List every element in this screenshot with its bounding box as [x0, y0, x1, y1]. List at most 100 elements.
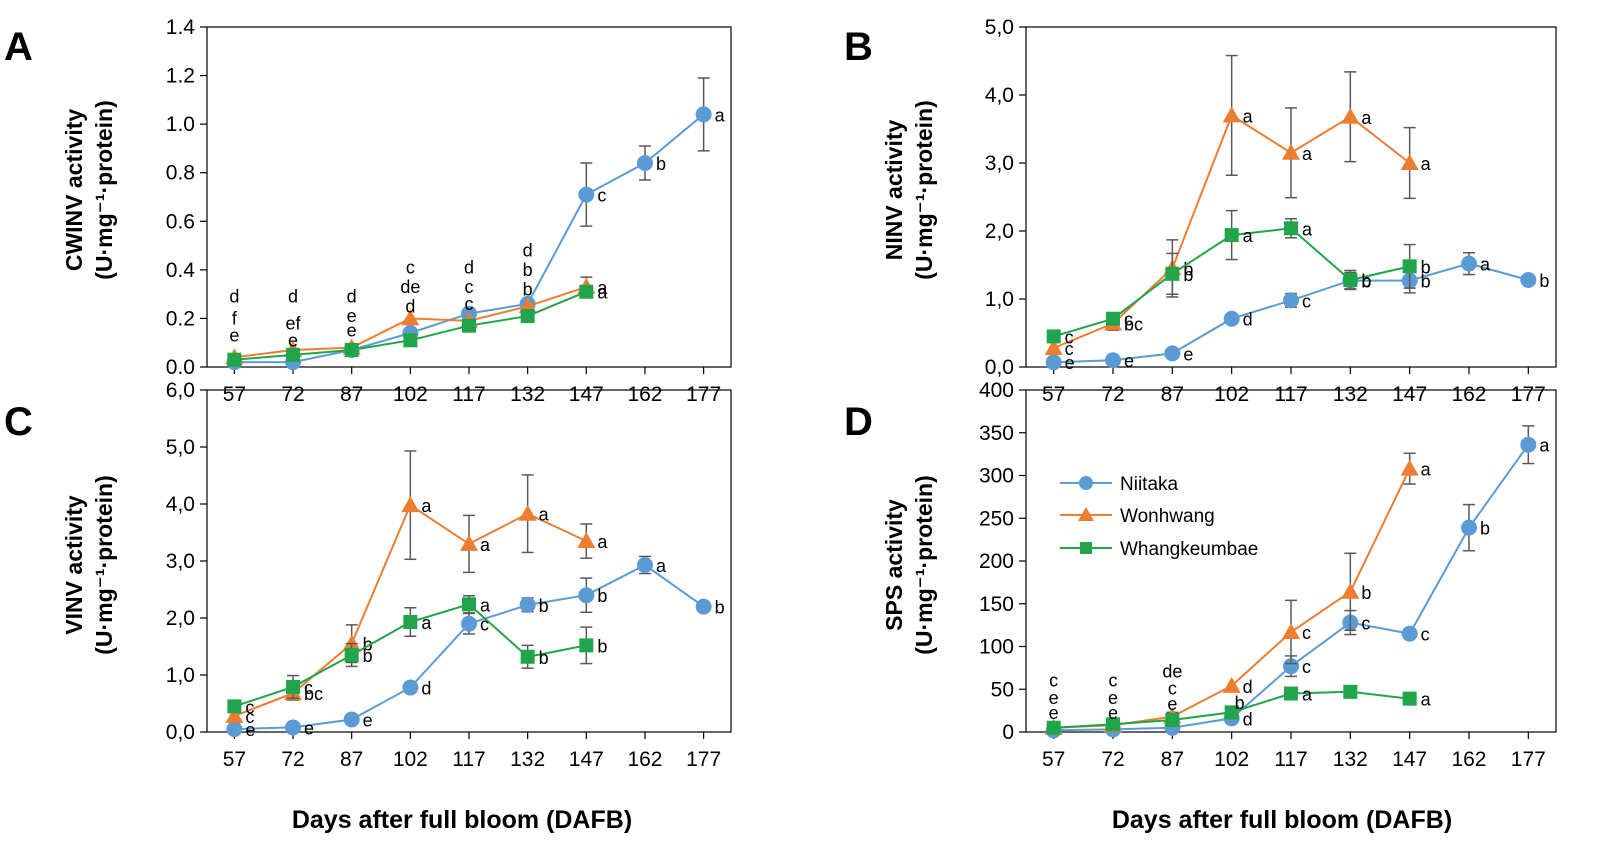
panel-a-annotation: de: [400, 277, 420, 297]
panel-c-y-tick-label: 5,0: [166, 436, 195, 459]
panel-b-point-whangkeumbae: [1343, 272, 1358, 287]
panel-c-data-label-whangkeumbae: b: [597, 636, 607, 656]
panel-d-point-whangkeumbae: [1402, 691, 1417, 706]
panel-c-point-whangkeumbae: [344, 648, 359, 663]
panel-d-y-tick-label: 150: [979, 593, 1014, 616]
panel-c-y-tick-label: 2,0: [166, 607, 195, 630]
panel-d-point-whangkeumbae: [1343, 684, 1358, 699]
panel-b-point-niitaka: [1283, 292, 1299, 309]
panel-c-x-tick-label: 177: [686, 748, 721, 771]
panel-b-x-tick-label: 102: [1214, 383, 1249, 406]
panel-c-y-tick-label: 1,0: [166, 664, 195, 687]
panel-b-data-label-niitaka: c: [1302, 291, 1311, 311]
x-axis-label-left: Days after full bloom (DAFB): [292, 806, 632, 834]
panel-c-point-wonhwang: [401, 496, 420, 513]
panel-a-x-tick-label: 87: [340, 383, 363, 406]
panel-a-y-tick-label: 0.6: [166, 210, 195, 233]
panel-d-plot: 0 50 100 150 200 250 300 350 400 57 72 87 102 117 132 1…: [979, 379, 1557, 771]
panel-a-data-label-niitaka: b: [656, 154, 666, 174]
panel-c-x-tick-label: 102: [393, 748, 428, 771]
panel-b-point-wonhwang: [1341, 107, 1360, 124]
panel-b-data-label-wonhwang: a: [1243, 106, 1254, 126]
panel-a-plot: 0.0 0.2 0.4 0.6 0.8 1.0 1.2 1.4 57 72 87 102 117 132 1…: [166, 16, 732, 406]
panel-b-data-label-whangkeumbae: a: [1302, 219, 1313, 239]
panel-c-x-tick-label: 147: [569, 748, 604, 771]
panel-a-point-whangkeumbae: [286, 347, 301, 362]
panel-c-plot: 0,0 1,0 2,0 3,0 4,0 5,0 6,0 57 72 87 102 117 132 147 1…: [166, 379, 732, 771]
panel-c-point-wonhwang: [518, 504, 537, 521]
panel-a-data-label-wonhwang: a: [597, 278, 608, 298]
panel-c-point-wonhwang: [225, 707, 244, 724]
panel-a-data-label-niitaka: c: [597, 186, 606, 206]
panel-d-data-label-niitaka: c: [1361, 614, 1370, 634]
panel-c-point-whangkeumbae: [403, 614, 418, 629]
panel-c-label: C: [4, 400, 33, 444]
panel-d-x-tick-label: 177: [1511, 748, 1546, 771]
panel-a-annotation: ef: [286, 313, 302, 333]
panel-a-annotation: d: [229, 287, 239, 307]
panel-b-data-label-whangkeumbae: b: [1361, 271, 1371, 291]
panel-b-x-tick-label: 57: [1042, 383, 1065, 406]
panel-a-ylabel-units: (U·mg⁻¹·protein): [91, 100, 117, 280]
panel-b-data-label-whangkeumbae: a: [1243, 226, 1254, 246]
panel-d-point-wonhwang: [1400, 459, 1419, 476]
panel-a-point-whangkeumbae: [579, 284, 594, 299]
panel-a: A CWINV activity (U·mg⁻¹·protein) 0.0 0.2…: [4, 16, 732, 406]
panel-d-x-tick-label: 117: [1274, 748, 1307, 771]
panel-b-y-tick-label: 1,0: [985, 288, 1014, 311]
panel-b-point-whangkeumbae: [1284, 221, 1298, 236]
panel-a-x-tick-label: 57: [223, 383, 246, 406]
panel-d-point-wonhwang: [1222, 676, 1241, 693]
panel-c-data-label-whangkeumbae: b: [539, 648, 549, 668]
panel-d-data-label-wonhwang: d: [1243, 677, 1253, 697]
panel-c-point-wonhwang: [577, 532, 596, 549]
panel-d-x-tick-label: 72: [1101, 748, 1124, 771]
panel-c-x-tick-label: 162: [627, 748, 662, 771]
panel-b-point-wonhwang: [1222, 106, 1241, 123]
panel-b-data-label-whangkeumbae: c: [1065, 327, 1074, 347]
panel-b-y-tick-label: 2,0: [985, 220, 1014, 243]
legend-label-whangkeumbae: Whangkeumbae: [1120, 539, 1258, 560]
panel-d-annotation: c: [1109, 671, 1118, 691]
panel-a-annotation: c: [465, 277, 474, 297]
panel-d-y-tick-label: 300: [979, 465, 1014, 488]
panel-d-annotation: e: [1049, 703, 1059, 723]
legend-marker-niitaka: [1079, 476, 1093, 490]
panel-b-data-label-wonhwang: a: [1302, 144, 1313, 164]
panel-d: D SPS activity (U·mg⁻¹·protein) 0 50 100 15…: [844, 379, 1557, 771]
panel-c-point-niitaka: [285, 719, 302, 736]
panel-b-x-tick-label: 72: [1101, 383, 1124, 406]
panel-d-point-whangkeumbae: [1106, 717, 1121, 732]
panel-d-ylabel-units: (U·mg⁻¹·protein): [911, 475, 937, 655]
panel-c-point-niitaka: [695, 598, 712, 615]
panel-b-x-tick-label: 162: [1451, 383, 1486, 406]
panel-c-y-tick-label: 4,0: [166, 493, 195, 516]
panel-b-x-tick-label: 147: [1392, 383, 1427, 406]
panel-c-data-label-niitaka: b: [539, 596, 549, 616]
panel-c-data-label-niitaka: b: [597, 586, 607, 606]
panel-c-x-tick-label: 57: [223, 748, 246, 771]
panel-c-point-niitaka: [636, 556, 653, 573]
panel-a-label: A: [4, 25, 33, 69]
panel-b-data-label-niitaka: e: [1183, 344, 1193, 364]
panel-d-data-label-niitaka: b: [1480, 519, 1490, 539]
panel-b-point-whangkeumbae: [1224, 228, 1239, 243]
panel-a-point-whangkeumbae: [462, 318, 476, 333]
panel-b-x-tick-label: 87: [1161, 383, 1184, 406]
panel-b-data-label-wonhwang: a: [1421, 154, 1432, 174]
panel-a-x-tick-label: 72: [281, 383, 304, 406]
panel-d-point-whangkeumbae: [1046, 720, 1061, 735]
panel-d-x-tick-label: 87: [1161, 748, 1184, 771]
panel-b-point-niitaka: [1223, 310, 1240, 327]
panel-a-annotation: d: [288, 287, 298, 307]
panel-d-y-tick-label: 350: [979, 422, 1014, 445]
panel-b-data-label-wonhwang: c: [1065, 339, 1074, 359]
panel-d-data-label-wonhwang: b: [1361, 583, 1371, 603]
panel-a-x-tick-label: 117: [452, 383, 485, 406]
panel-b-point-whangkeumbae: [1106, 311, 1121, 326]
panel-b-data-label-whangkeumbae: b: [1421, 257, 1431, 277]
panel-a-y-tick-label: 0.0: [166, 356, 195, 379]
panel-d-annotation: e: [1167, 694, 1177, 714]
panel-b-label: B: [844, 25, 873, 69]
